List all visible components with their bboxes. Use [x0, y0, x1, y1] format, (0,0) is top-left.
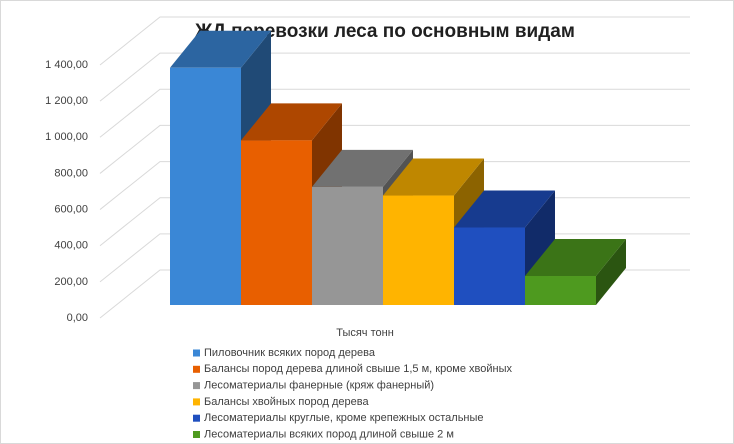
bar — [170, 67, 241, 306]
grid-line — [99, 161, 690, 210]
legend-label: Лесоматериалы фанерные (кряж фанерный) — [204, 380, 434, 392]
y-tick-label: 800,00 — [54, 167, 88, 179]
legend-swatch — [193, 382, 200, 390]
y-tick-label: 600,00 — [54, 203, 88, 215]
bar-side — [596, 239, 626, 305]
grid-line — [99, 88, 690, 138]
y-tick-label: 0,00 — [67, 312, 88, 324]
y-tick-label: 400,00 — [54, 240, 88, 252]
legend-label: Пиловочник всяких пород дерева — [204, 347, 376, 359]
legend-label: Лесоматериалы круглые, кроме крепежных о… — [204, 412, 484, 424]
grid-line — [99, 52, 690, 102]
y-tick-label: 1 000,00 — [45, 131, 88, 143]
grid-line — [99, 16, 690, 66]
bar-top — [170, 30, 271, 68]
bar-top — [241, 103, 342, 141]
bar — [454, 227, 525, 305]
bar-top — [454, 190, 555, 228]
y-tick-label: 200,00 — [54, 276, 88, 288]
legend-swatch — [193, 431, 200, 438]
bar — [241, 140, 312, 305]
x-tick-label: Тысяч тонн — [336, 327, 394, 339]
chart-title: ЖД перевозки леса по основным видам — [194, 21, 575, 42]
legend-swatch — [193, 398, 200, 406]
y-tick-label: 1 400,00 — [45, 59, 88, 71]
legend-label: Балансы хвойных пород дерева — [204, 396, 369, 408]
legend-label: Лесоматериалы всяких пород длиной свыше … — [204, 428, 454, 440]
y-tick-label: 1 200,00 — [45, 95, 88, 107]
legend-swatch — [193, 414, 200, 422]
grid-line — [99, 124, 690, 174]
legend-swatch — [193, 349, 200, 357]
legend-label: Балансы пород дерева длиной свыше 1,5 м,… — [204, 363, 513, 375]
bar-top — [383, 158, 484, 196]
bar — [525, 276, 596, 305]
legend-swatch — [193, 365, 200, 373]
bar — [383, 195, 454, 305]
bar-top — [312, 149, 413, 187]
bar — [312, 186, 383, 305]
bar-top — [525, 239, 626, 277]
